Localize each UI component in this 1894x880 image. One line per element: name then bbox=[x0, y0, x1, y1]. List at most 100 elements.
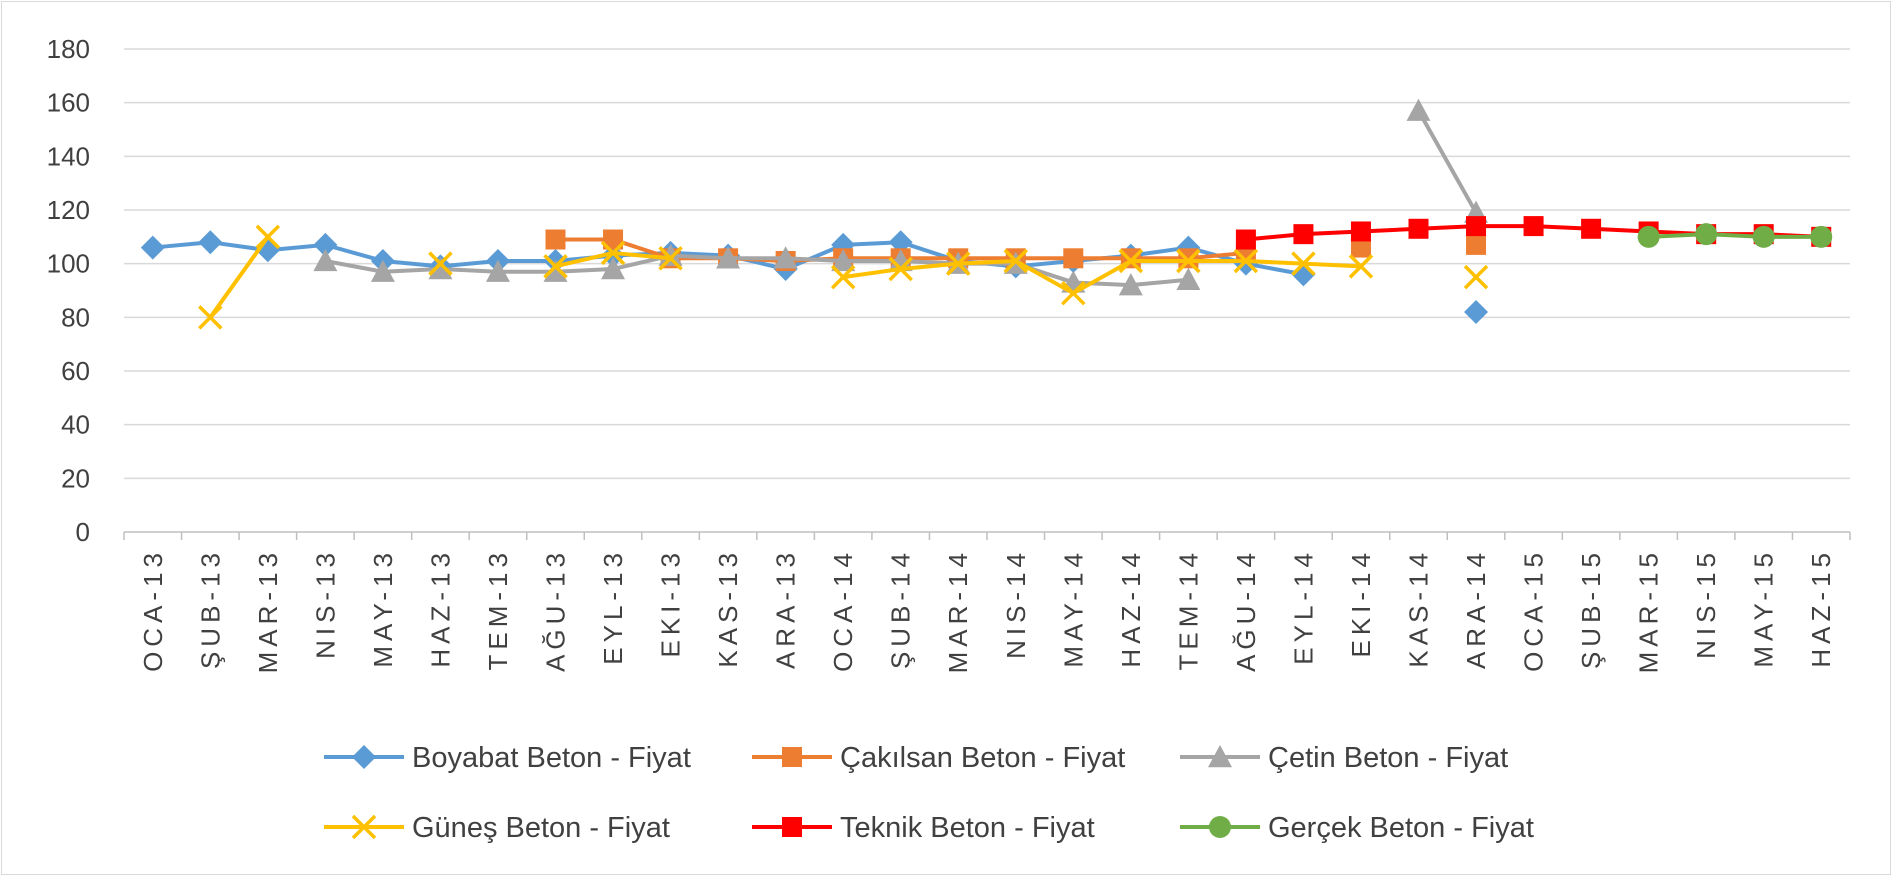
data-point bbox=[1350, 221, 1371, 242]
series-line bbox=[1416, 108, 1479, 215]
legend-item: Çakılsan Beton - Fiyat bbox=[752, 742, 1125, 774]
legend-item: Teknik Beton - Fiyat bbox=[752, 812, 1095, 844]
data-point bbox=[658, 243, 683, 266]
marker-stroke bbox=[945, 251, 971, 276]
data-point bbox=[1176, 248, 1201, 274]
series-5 bbox=[1235, 216, 1832, 250]
x-tick-label: AĞU-14 bbox=[1231, 548, 1261, 672]
marker-stroke bbox=[1061, 280, 1086, 306]
x-tick-label: NIS-14 bbox=[1001, 548, 1031, 659]
x-tick-label: MAY-13 bbox=[368, 548, 398, 668]
data-point bbox=[545, 229, 566, 250]
x-tick-label: MAY-14 bbox=[1058, 548, 1088, 668]
marker-stroke bbox=[658, 246, 683, 271]
data-point bbox=[1523, 216, 1544, 237]
marker-stroke bbox=[1348, 254, 1374, 279]
y-tick-label: 80 bbox=[61, 302, 90, 332]
data-point bbox=[1466, 234, 1487, 255]
data-point bbox=[1752, 225, 1775, 248]
marker-stroke bbox=[255, 224, 281, 250]
legend-label: Boyabat Beton - Fiyat bbox=[412, 742, 691, 774]
data-point bbox=[1408, 218, 1429, 239]
x-tick-label: ARA-14 bbox=[1461, 548, 1491, 669]
series-line bbox=[208, 234, 270, 320]
data-point bbox=[1176, 235, 1201, 260]
data-point bbox=[716, 246, 741, 269]
data-point bbox=[428, 251, 453, 276]
data-point bbox=[888, 256, 913, 282]
data-point bbox=[198, 305, 223, 330]
legend-item: Boyabat Beton - Fiyat bbox=[324, 742, 691, 774]
y-axis-tick-labels: 0 20 40 60 80 100 120 140 160 180 bbox=[47, 34, 90, 547]
data-point bbox=[831, 248, 856, 272]
data-point bbox=[1291, 251, 1316, 276]
marker-stroke bbox=[1233, 248, 1259, 274]
marker-stroke bbox=[198, 305, 223, 330]
x-tick-label: MAR-14 bbox=[943, 548, 973, 673]
legend-label: Güneş Beton - Fiyat bbox=[412, 812, 670, 844]
marker-stroke bbox=[830, 264, 856, 290]
y-tick-label: 140 bbox=[47, 141, 90, 171]
legend-swatch-marker bbox=[782, 747, 802, 767]
data-point bbox=[888, 230, 913, 255]
marker-stroke bbox=[1463, 264, 1489, 290]
x-tick-label: EYL-14 bbox=[1288, 548, 1318, 665]
x-tick-label: EKI-14 bbox=[1346, 548, 1376, 658]
x-tick-label: TEM-13 bbox=[483, 548, 513, 670]
x-tick-label: MAY-15 bbox=[1749, 548, 1779, 668]
y-tick-label: 100 bbox=[47, 249, 90, 279]
data-point bbox=[1810, 225, 1833, 248]
x-tick-label: OCA-13 bbox=[138, 548, 168, 672]
x-tick-label: ŞUB-15 bbox=[1576, 548, 1606, 669]
series-lines bbox=[140, 98, 1833, 330]
data-point bbox=[1581, 218, 1602, 239]
data-point bbox=[313, 232, 338, 257]
x-tick-label: TEM-14 bbox=[1173, 548, 1203, 670]
data-point bbox=[1350, 237, 1371, 258]
legend-label: Teknik Beton - Fiyat bbox=[840, 812, 1095, 844]
marker-stroke bbox=[428, 251, 453, 276]
data-point bbox=[1466, 216, 1487, 237]
data-point bbox=[1178, 248, 1199, 269]
marker-stroke bbox=[600, 240, 626, 266]
y-tick-label: 20 bbox=[61, 463, 90, 493]
data-point bbox=[600, 240, 626, 266]
legend-swatch-marker bbox=[352, 745, 376, 769]
x-tick-label: AĞU-13 bbox=[541, 548, 571, 672]
legend-item: Güneş Beton - Fiyat bbox=[324, 812, 670, 844]
marker-stroke bbox=[1291, 251, 1316, 276]
legend-label: Çakılsan Beton - Fiyat bbox=[840, 742, 1125, 774]
x-tick-label: HAZ-15 bbox=[1806, 548, 1836, 668]
data-point bbox=[485, 259, 510, 282]
legend-swatch-marker bbox=[351, 814, 377, 840]
series-line bbox=[323, 253, 1191, 288]
data-point bbox=[1063, 248, 1084, 269]
data-point bbox=[1061, 280, 1086, 306]
x-tick-label: ŞUB-14 bbox=[886, 548, 916, 669]
data-point bbox=[255, 224, 281, 250]
data-point bbox=[1118, 248, 1144, 274]
data-point bbox=[601, 243, 626, 268]
marker-stroke bbox=[888, 256, 913, 282]
data-point bbox=[1637, 225, 1660, 248]
x-tick-label: OCA-14 bbox=[828, 548, 858, 672]
data-point bbox=[1406, 98, 1431, 121]
data-point bbox=[1695, 223, 1718, 246]
x-tick-label: ŞUB-13 bbox=[195, 548, 225, 669]
legend: Boyabat Beton - Fiyat Çakılsan Beton - Fi… bbox=[324, 742, 1534, 844]
y-tick-label: 180 bbox=[47, 34, 90, 64]
series-line bbox=[1646, 232, 1824, 239]
data-point bbox=[140, 235, 165, 260]
legend-item: Çetin Beton - Fiyat bbox=[1180, 742, 1508, 774]
data-point bbox=[198, 230, 223, 255]
y-tick-label: 160 bbox=[47, 88, 90, 118]
data-point bbox=[1235, 229, 1256, 250]
legend-label: Gerçek Beton - Fiyat bbox=[1268, 812, 1534, 844]
data-point bbox=[543, 254, 568, 279]
data-point bbox=[945, 251, 971, 276]
data-point bbox=[1118, 273, 1143, 296]
data-point bbox=[1464, 299, 1489, 324]
data-point bbox=[1293, 224, 1314, 245]
